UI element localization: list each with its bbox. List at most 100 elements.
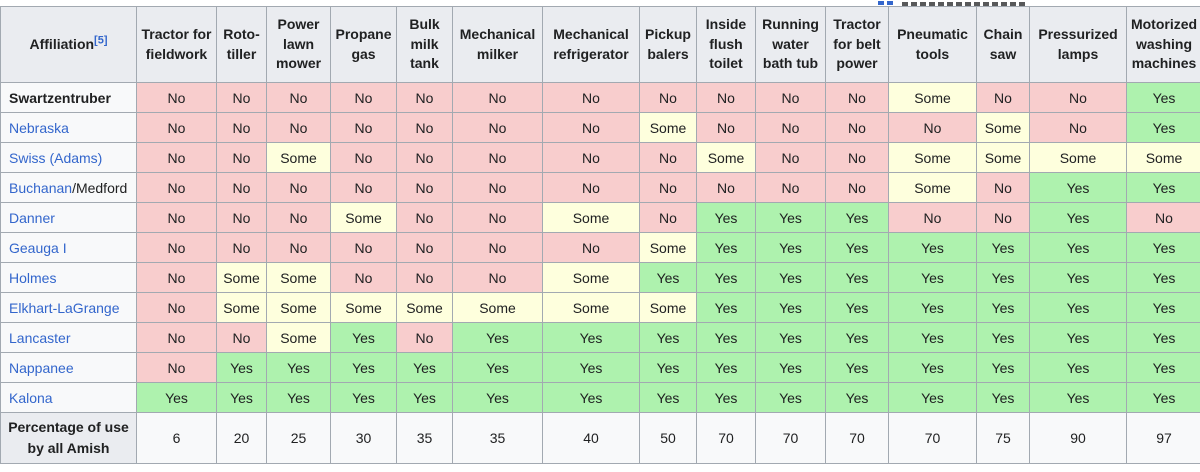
cell-swartzentruber-pickup-balers: No bbox=[639, 82, 697, 113]
cell-kalona-pneumatic-tools: Yes bbox=[888, 382, 977, 413]
percentage-chain-saw: 75 bbox=[976, 412, 1030, 464]
cell-danner-bulk-milk-tank: No bbox=[396, 202, 453, 233]
cell-danner-pressurized-lamps: Yes bbox=[1029, 202, 1127, 233]
cell-elkhart-lagrange-power-lawn-mower: Some bbox=[266, 292, 331, 323]
column-header-bulk-milk-tank: Bulk milk tank bbox=[396, 6, 453, 83]
affiliation-link-buchanan[interactable]: Buchanan bbox=[9, 179, 73, 196]
cell-swartzentruber-pneumatic-tools: Some bbox=[888, 82, 977, 113]
cell-swartzentruber-power-lawn-mower: No bbox=[266, 82, 331, 113]
cell-nappanee-roto-tiller: Yes bbox=[216, 352, 267, 383]
cell-swiss-adams-tractor-for-fieldwork: No bbox=[136, 142, 217, 173]
cell-kalona-pressurized-lamps: Yes bbox=[1029, 382, 1127, 413]
cell-swiss-adams-bulk-milk-tank: No bbox=[396, 142, 453, 173]
affiliation-link-lancaster[interactable]: Lancaster bbox=[9, 329, 71, 346]
cell-kalona-running-water-bath-tub: Yes bbox=[755, 382, 826, 413]
cell-lancaster-chain-saw: Yes bbox=[976, 322, 1030, 353]
cell-swartzentruber-mechanical-refrigerator: No bbox=[542, 82, 640, 113]
cell-swartzentruber-bulk-milk-tank: No bbox=[396, 82, 453, 113]
cell-lancaster-power-lawn-mower: Some bbox=[266, 322, 331, 353]
cell-elkhart-lagrange-propane-gas: Some bbox=[330, 292, 397, 323]
affiliation-column-header: Affiliation[5] bbox=[0, 6, 137, 83]
cell-elkhart-lagrange-pressurized-lamps: Yes bbox=[1029, 292, 1127, 323]
percentage-pressurized-lamps: 90 bbox=[1029, 412, 1127, 464]
cell-nebraska-running-water-bath-tub: No bbox=[755, 112, 826, 143]
cell-buchanan-mechanical-refrigerator: No bbox=[542, 172, 640, 203]
column-header-tractor-for-fieldwork: Tractor for fieldwork bbox=[136, 6, 217, 83]
affiliation-header-label: Affiliation bbox=[29, 35, 95, 52]
cell-geauga-i-power-lawn-mower: No bbox=[266, 232, 331, 263]
percentage-row: Percentage of use by all Amish 6 20 25 30 35 3… bbox=[0, 412, 1200, 464]
affiliation-link-swiss-adams[interactable]: Swiss (Adams) bbox=[9, 149, 103, 166]
cell-danner-pickup-balers: No bbox=[639, 202, 697, 233]
percentage-propane-gas: 30 bbox=[330, 412, 397, 464]
cell-geauga-i-roto-tiller: No bbox=[216, 232, 267, 263]
percentage-row-label: Percentage of use by all Amish bbox=[0, 412, 137, 464]
cell-nebraska-pressurized-lamps: No bbox=[1029, 112, 1127, 143]
cell-nebraska-mechanical-refrigerator: No bbox=[542, 112, 640, 143]
cell-swiss-adams-inside-flush-toilet: Some bbox=[696, 142, 756, 173]
cell-lancaster-mechanical-milker: Yes bbox=[452, 322, 543, 353]
affiliation-label-cell: Holmes bbox=[0, 262, 137, 293]
percentage-bulk-milk-tank: 35 bbox=[396, 412, 453, 464]
cell-danner-chain-saw: No bbox=[976, 202, 1030, 233]
row-swiss-adams: Swiss (Adams) No No Some No No No No No Some No No S… bbox=[0, 142, 1200, 173]
affiliation-label-cell: Lancaster bbox=[0, 322, 137, 353]
affiliation-link-elkhart-lagrange[interactable]: Elkhart-LaGrange bbox=[9, 299, 120, 316]
cell-nappanee-tractor-for-fieldwork: No bbox=[136, 352, 217, 383]
column-header-propane-gas: Propane gas bbox=[330, 6, 397, 83]
cell-nappanee-propane-gas: Yes bbox=[330, 352, 397, 383]
reference-5-link[interactable]: [5] bbox=[94, 33, 108, 46]
cell-holmes-pneumatic-tools: Yes bbox=[888, 262, 977, 293]
affiliation-link-kalona[interactable]: Kalona bbox=[9, 389, 53, 406]
row-holmes: Holmes No Some Some No No No Some Yes Yes Yes Yes Ye… bbox=[0, 262, 1200, 293]
row-danner: Danner No No No Some No No Some No Yes Yes Yes No No Y… bbox=[0, 202, 1200, 233]
cell-lancaster-mechanical-refrigerator: Yes bbox=[542, 322, 640, 353]
affiliation-link-nebraska[interactable]: Nebraska bbox=[9, 119, 69, 136]
affiliation-label-cell: Nappanee bbox=[0, 352, 137, 383]
cell-geauga-i-inside-flush-toilet: Yes bbox=[696, 232, 756, 263]
percentage-mechanical-milker: 35 bbox=[452, 412, 543, 464]
cell-holmes-roto-tiller: Some bbox=[216, 262, 267, 293]
cell-elkhart-lagrange-inside-flush-toilet: Yes bbox=[696, 292, 756, 323]
cell-lancaster-propane-gas: Yes bbox=[330, 322, 397, 353]
cell-holmes-bulk-milk-tank: No bbox=[396, 262, 453, 293]
cell-nebraska-tractor-for-fieldwork: No bbox=[136, 112, 217, 143]
cell-swartzentruber-tractor-for-belt-power: No bbox=[825, 82, 889, 113]
cell-nappanee-pickup-balers: Yes bbox=[639, 352, 697, 383]
affiliation-link-danner[interactable]: Danner bbox=[9, 209, 55, 226]
cell-buchanan-chain-saw: No bbox=[976, 172, 1030, 203]
cell-buchanan-pneumatic-tools: Some bbox=[888, 172, 977, 203]
column-header-power-lawn-mower: Power lawn mower bbox=[266, 6, 331, 83]
column-header-tractor-for-belt-power: Tractor for belt power bbox=[825, 6, 889, 83]
cell-nebraska-tractor-for-belt-power: No bbox=[825, 112, 889, 143]
cell-kalona-roto-tiller: Yes bbox=[216, 382, 267, 413]
cell-danner-propane-gas: Some bbox=[330, 202, 397, 233]
cell-danner-inside-flush-toilet: Yes bbox=[696, 202, 756, 233]
affiliation-label-cell: Nebraska bbox=[0, 112, 137, 143]
cell-kalona-bulk-milk-tank: Yes bbox=[396, 382, 453, 413]
cell-danner-tractor-for-fieldwork: No bbox=[136, 202, 217, 233]
cell-nappanee-motorized-washing-machines: Yes bbox=[1126, 352, 1200, 383]
cell-geauga-i-motorized-washing-machines: Yes bbox=[1126, 232, 1200, 263]
cell-lancaster-tractor-for-fieldwork: No bbox=[136, 322, 217, 353]
cell-swartzentruber-chain-saw: No bbox=[976, 82, 1030, 113]
cell-danner-roto-tiller: No bbox=[216, 202, 267, 233]
affiliation-link-holmes[interactable]: Holmes bbox=[9, 269, 57, 286]
affiliation-text-swartzentruber: Swartzentruber bbox=[9, 89, 111, 106]
cell-buchanan-running-water-bath-tub: No bbox=[755, 172, 826, 203]
affiliation-label-cell: Geauga I bbox=[0, 232, 137, 263]
cell-danner-pneumatic-tools: No bbox=[888, 202, 977, 233]
cell-nappanee-power-lawn-mower: Yes bbox=[266, 352, 331, 383]
cell-holmes-chain-saw: Yes bbox=[976, 262, 1030, 293]
amish-technology-use-table: Affiliation[5] Tractor for fieldwork Roto… bbox=[0, 6, 1200, 464]
cell-holmes-motorized-washing-machines: Yes bbox=[1126, 262, 1200, 293]
table-header-row: Affiliation[5] Tractor for fieldwork Roto… bbox=[0, 6, 1200, 83]
cell-kalona-tractor-for-belt-power: Yes bbox=[825, 382, 889, 413]
affiliation-link-geauga-i[interactable]: Geauga I bbox=[9, 239, 67, 256]
cell-buchanan-motorized-washing-machines: Yes bbox=[1126, 172, 1200, 203]
cell-buchanan-mechanical-milker: No bbox=[452, 172, 543, 203]
affiliation-link-nappanee[interactable]: Nappanee bbox=[9, 359, 74, 376]
cell-nebraska-pickup-balers: Some bbox=[639, 112, 697, 143]
cell-nebraska-power-lawn-mower: No bbox=[266, 112, 331, 143]
cell-swiss-adams-propane-gas: No bbox=[330, 142, 397, 173]
